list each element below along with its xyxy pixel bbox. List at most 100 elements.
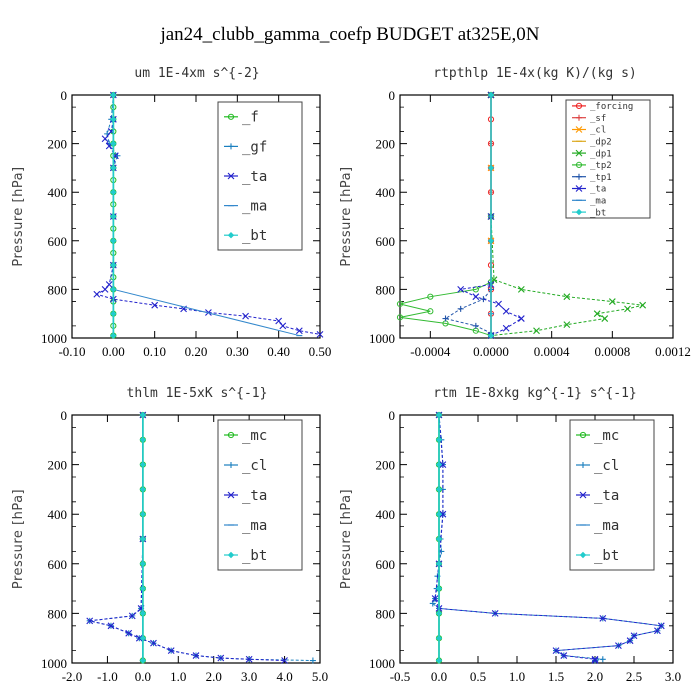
y-tick-label: 1000: [369, 656, 395, 671]
legend-marker: [575, 102, 583, 110]
data-point: [435, 560, 443, 567]
x-tick-label: 0.0012: [655, 344, 691, 359]
data-point: [101, 286, 109, 293]
legend-marker: [579, 551, 587, 559]
legend-marker: [575, 126, 583, 133]
plot-frame: [399, 414, 674, 664]
data-point: [110, 237, 117, 244]
data-point: [110, 189, 117, 196]
data-point: [435, 535, 443, 543]
data-point: [427, 308, 434, 315]
data-point: [487, 237, 495, 244]
legend-marker: [228, 462, 234, 468]
legend-label: _ma: [242, 199, 267, 215]
legend-label: _tp2: [590, 161, 612, 171]
data-point: [110, 286, 117, 293]
x-tick-label: -2.0: [62, 669, 83, 684]
data-point: [495, 300, 502, 308]
legend-label: _ma: [242, 518, 267, 534]
legend-label: _ta: [242, 169, 267, 185]
x-tick-label: 0.00: [102, 344, 125, 359]
data-point: [139, 560, 147, 567]
data-point: [552, 647, 560, 654]
legend-label: _bt: [242, 548, 267, 564]
x-tick-label: 2.0: [587, 669, 603, 684]
data-point: [624, 305, 631, 313]
data-point: [110, 332, 117, 339]
legend: _f _gf _ta _ma _bt: [217, 101, 303, 251]
legend-marker: [575, 185, 583, 192]
data-point: [139, 511, 147, 518]
data-point: [435, 461, 443, 468]
x-tick-label: 3.0: [665, 669, 681, 684]
legend: _mc _cl _ta _ma _bt: [569, 419, 655, 571]
legend-marker: [228, 143, 234, 150]
data-point: [435, 511, 443, 518]
data-point: [192, 652, 200, 659]
y-axis-label: Pressure [hPa]: [339, 166, 354, 266]
data-point: [457, 286, 465, 293]
x-tick-label: 5.0: [312, 669, 328, 684]
data-point: [139, 436, 147, 443]
data-point: [591, 657, 599, 664]
chart-panel-4: rtm 1E-8xkg kg^{-1} s^{-1} Pressure [hPa]…: [339, 386, 681, 684]
legend-marker: [227, 551, 235, 559]
legend-box: [565, 99, 651, 219]
data-point: [309, 657, 316, 664]
data-point: [472, 322, 479, 329]
data-point: [139, 635, 147, 642]
data-point: [563, 321, 571, 329]
data-point: [435, 635, 443, 642]
data-point: [442, 315, 449, 322]
y-tick-label: 800: [48, 606, 68, 621]
y-tick-label: 200: [376, 458, 396, 473]
y-tick-label: 800: [48, 282, 68, 297]
legend-label: _ta: [594, 488, 619, 504]
data-point: [487, 332, 495, 339]
data-point: [472, 293, 480, 301]
data-point: [281, 657, 288, 664]
data-point: [295, 327, 303, 335]
series-bt: [435, 411, 443, 664]
data-point: [86, 617, 94, 625]
panel-title: rtm 1E-8xkg kg^{-1} s^{-1}: [433, 386, 637, 401]
x-tick-label: 4.0: [276, 669, 292, 684]
series-line: [106, 94, 119, 336]
data-point: [110, 213, 117, 220]
data-point: [93, 290, 101, 298]
y-tick-label: 400: [376, 507, 396, 522]
data-point: [630, 632, 638, 640]
y-tick-label: 1000: [41, 331, 67, 346]
x-tick-label: 3.0: [241, 669, 257, 684]
data-point: [491, 610, 499, 617]
series-bt: [487, 91, 495, 339]
data-point: [435, 411, 443, 419]
data-point: [110, 116, 117, 123]
data-point: [110, 91, 117, 99]
data-point: [593, 310, 601, 318]
chart-panel-2: rtpthlp 1E-4x(kg K)/(kg s) Pressure [hPa]…: [339, 66, 691, 359]
legend-label: _ma: [590, 196, 606, 206]
x-tick-label: 2.0: [206, 669, 222, 684]
data-point: [139, 585, 147, 592]
data-point: [128, 612, 136, 620]
data-point: [435, 486, 443, 493]
data-point: [563, 293, 571, 301]
x-tick-label: 0.20: [185, 344, 208, 359]
y-tick-label: 200: [376, 137, 396, 152]
y-tick-label: 400: [376, 185, 396, 200]
data-point: [396, 314, 404, 321]
series-tp1: [442, 92, 494, 339]
data-point: [245, 655, 253, 663]
legend-marker: [579, 431, 587, 439]
series-bt: [139, 411, 147, 664]
legend-marker: [227, 113, 235, 120]
data-point: [139, 657, 147, 664]
chart-panel-1: um 1E-4xm s^{-2} Pressure [hPa] 0 200 400 600…: [11, 66, 331, 359]
x-tick-label: 1.5: [548, 669, 564, 684]
x-tick-label: 0.0008: [594, 344, 630, 359]
data-point: [560, 652, 568, 659]
data-point: [487, 164, 495, 172]
legend-marker: [575, 149, 583, 157]
x-tick-label: 2.5: [626, 669, 642, 684]
